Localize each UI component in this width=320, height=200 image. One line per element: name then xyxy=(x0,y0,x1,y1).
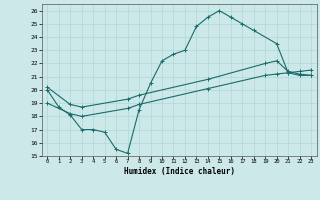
X-axis label: Humidex (Indice chaleur): Humidex (Indice chaleur) xyxy=(124,167,235,176)
